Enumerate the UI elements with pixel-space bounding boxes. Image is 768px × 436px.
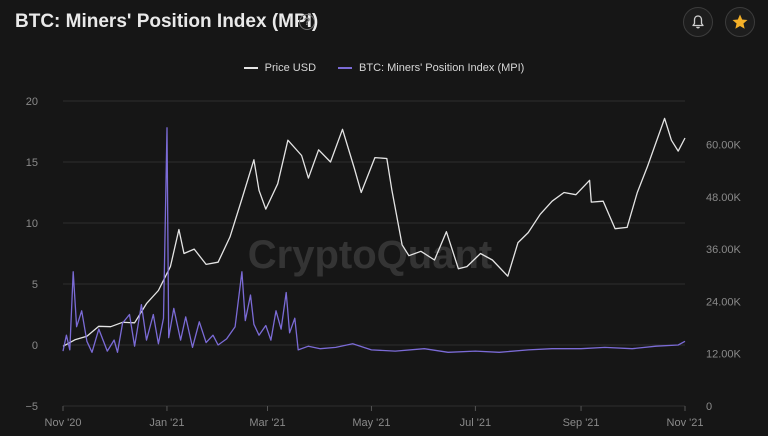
y-left-tick-label: 5 bbox=[32, 279, 38, 291]
legend: Price USD BTC: Miners' Position Index (M… bbox=[0, 62, 768, 74]
x-tick-label: Nov '21 bbox=[667, 417, 704, 429]
y-left-tick-label: 20 bbox=[26, 96, 38, 108]
legend-swatch-mpi bbox=[338, 67, 353, 69]
y-left-tick-label: 15 bbox=[26, 157, 38, 169]
bell-icon bbox=[692, 15, 704, 29]
help-icon[interactable]: ? bbox=[299, 14, 315, 30]
legend-item-price[interactable]: Price USD bbox=[243, 62, 317, 74]
y-left-tick-label: 0 bbox=[32, 340, 38, 352]
star-icon bbox=[732, 14, 748, 29]
y-left-tick-label: −5 bbox=[25, 401, 38, 413]
page-title: BTC: Miners' Position Index (MPI) bbox=[15, 11, 319, 32]
y-right-tick-label: 48.00K bbox=[706, 192, 742, 204]
y-left-tick-label: 10 bbox=[26, 218, 38, 230]
legend-swatch-price bbox=[243, 67, 258, 69]
mpi-line bbox=[62, 127, 686, 353]
x-tick-label: Sep '21 bbox=[563, 417, 600, 429]
x-tick-label: Mar '21 bbox=[249, 417, 285, 429]
x-tick-label: Jul '21 bbox=[460, 417, 491, 429]
y-right-tick-label: 12.00K bbox=[706, 349, 742, 361]
price-line bbox=[62, 117, 686, 347]
watermark: CryptoQuant bbox=[248, 233, 492, 277]
y-right-tick-label: 24.00K bbox=[706, 296, 742, 308]
y-right-tick-label: 0 bbox=[706, 401, 712, 413]
legend-label-price: Price USD bbox=[264, 62, 317, 74]
notification-button[interactable] bbox=[683, 7, 713, 37]
x-tick-label: Jan '21 bbox=[149, 417, 184, 429]
x-tick-label: Nov '20 bbox=[45, 417, 82, 429]
legend-item-mpi[interactable]: BTC: Miners' Position Index (MPI) bbox=[338, 62, 524, 74]
legend-label-mpi: BTC: Miners' Position Index (MPI) bbox=[359, 62, 525, 74]
y-right-tick-label: 36.00K bbox=[706, 244, 742, 256]
favorite-button[interactable] bbox=[725, 7, 755, 37]
x-tick-label: May '21 bbox=[352, 417, 390, 429]
y-right-tick-label: 60.00K bbox=[706, 140, 742, 152]
